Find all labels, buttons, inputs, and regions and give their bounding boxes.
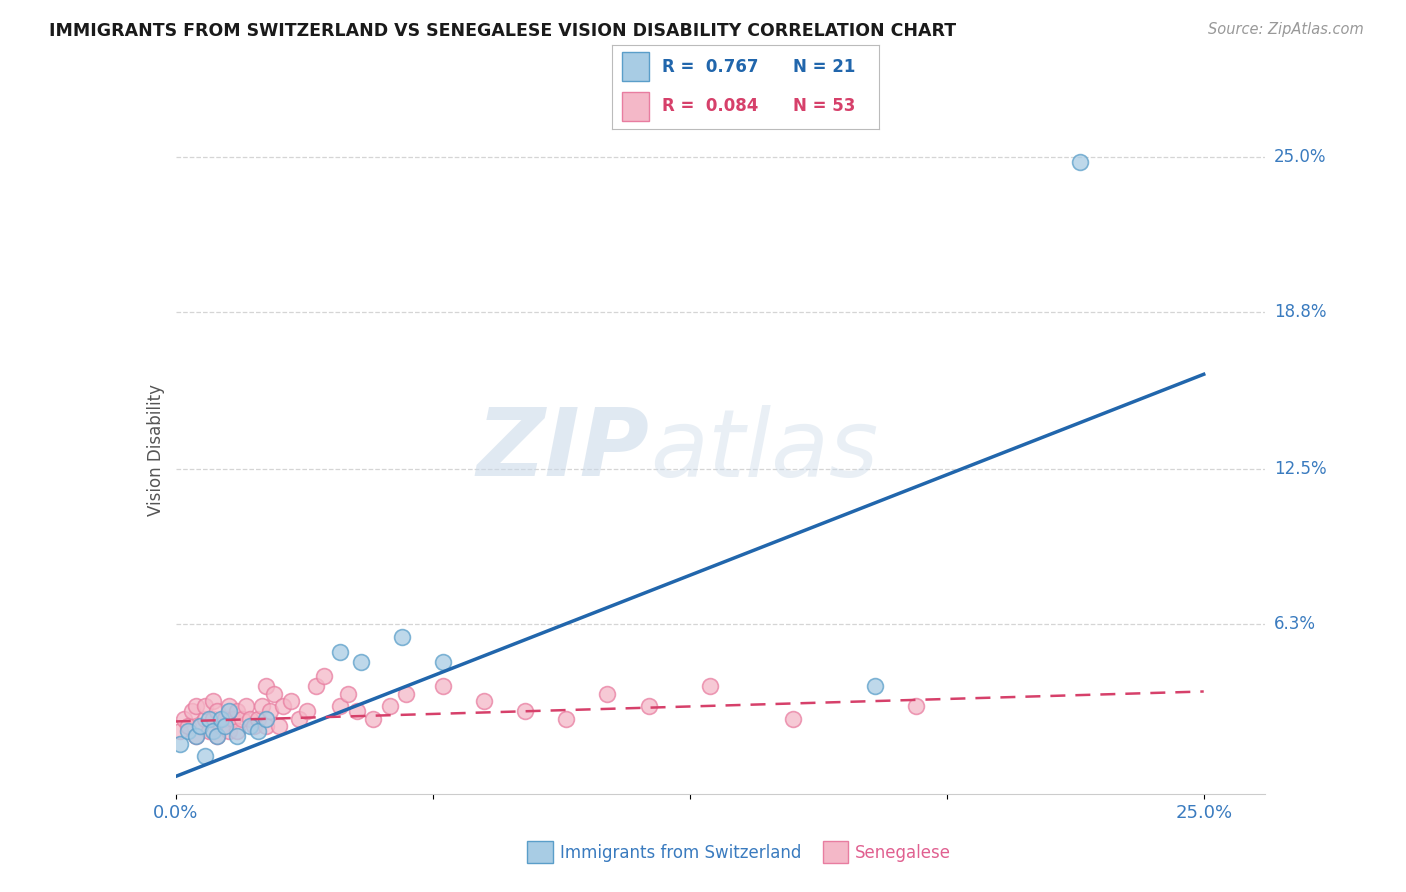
- Point: [271, 699, 294, 714]
- Point: [214, 712, 236, 726]
- Point: [350, 655, 373, 669]
- Point: [197, 724, 219, 739]
- Point: [297, 705, 319, 719]
- Text: N = 53: N = 53: [793, 97, 856, 115]
- Point: [280, 694, 302, 708]
- Bar: [623, 53, 650, 81]
- Point: [239, 719, 262, 733]
- Point: [246, 712, 269, 726]
- Bar: [623, 92, 650, 120]
- Text: R =  0.767: R = 0.767: [662, 58, 759, 76]
- Point: [190, 719, 212, 733]
- Point: [209, 712, 232, 726]
- Point: [205, 730, 228, 744]
- Point: [239, 712, 262, 726]
- Point: [246, 724, 269, 739]
- Point: [395, 687, 418, 701]
- Point: [378, 699, 401, 714]
- Point: [201, 712, 224, 726]
- Point: [267, 719, 290, 733]
- Point: [218, 699, 240, 714]
- Point: [312, 669, 335, 683]
- Point: [205, 730, 228, 744]
- Text: 25.0%: 25.0%: [1274, 148, 1326, 166]
- Point: [259, 705, 281, 719]
- Point: [391, 630, 413, 644]
- Point: [250, 699, 273, 714]
- Point: [209, 719, 232, 733]
- Point: [193, 749, 215, 764]
- Point: [173, 712, 195, 726]
- Point: [181, 705, 204, 719]
- Point: [235, 699, 257, 714]
- Point: [186, 730, 208, 744]
- Point: [226, 705, 249, 719]
- Text: 18.8%: 18.8%: [1274, 303, 1326, 321]
- Point: [177, 719, 200, 733]
- Point: [169, 737, 191, 751]
- Point: [169, 724, 191, 739]
- Point: [472, 694, 495, 708]
- Point: [218, 705, 240, 719]
- Point: [177, 724, 200, 739]
- Y-axis label: Vision Disability: Vision Disability: [146, 384, 165, 516]
- Text: Senegalese: Senegalese: [855, 844, 950, 862]
- Point: [863, 680, 886, 694]
- Point: [432, 655, 454, 669]
- Point: [193, 699, 215, 714]
- Point: [1069, 155, 1091, 169]
- Point: [432, 680, 454, 694]
- Point: [205, 705, 228, 719]
- Text: N = 21: N = 21: [793, 58, 856, 76]
- Point: [186, 699, 208, 714]
- Point: [226, 724, 249, 739]
- Point: [361, 712, 384, 726]
- Point: [243, 719, 266, 733]
- Point: [637, 699, 659, 714]
- Point: [782, 712, 804, 726]
- Text: Immigrants from Switzerland: Immigrants from Switzerland: [560, 844, 801, 862]
- Point: [515, 705, 537, 719]
- Point: [288, 712, 311, 726]
- Text: IMMIGRANTS FROM SWITZERLAND VS SENEGALESE VISION DISABILITY CORRELATION CHART: IMMIGRANTS FROM SWITZERLAND VS SENEGALES…: [49, 22, 956, 40]
- Text: R =  0.084: R = 0.084: [662, 97, 759, 115]
- Point: [201, 724, 224, 739]
- Point: [346, 705, 368, 719]
- Point: [218, 724, 240, 739]
- Point: [190, 719, 212, 733]
- Text: atlas: atlas: [650, 405, 877, 496]
- Text: ZIP: ZIP: [477, 404, 650, 497]
- Point: [304, 680, 326, 694]
- Point: [329, 699, 352, 714]
- Point: [699, 680, 721, 694]
- Point: [231, 712, 253, 726]
- Point: [214, 719, 236, 733]
- Point: [555, 712, 578, 726]
- Point: [201, 694, 224, 708]
- Point: [337, 687, 360, 701]
- Point: [904, 699, 927, 714]
- Point: [226, 730, 249, 744]
- Point: [254, 719, 277, 733]
- Point: [186, 730, 208, 744]
- Point: [193, 712, 215, 726]
- Text: Source: ZipAtlas.com: Source: ZipAtlas.com: [1208, 22, 1364, 37]
- Text: 6.3%: 6.3%: [1274, 615, 1316, 633]
- Point: [263, 687, 285, 701]
- Point: [329, 644, 352, 658]
- Point: [197, 712, 219, 726]
- Point: [596, 687, 619, 701]
- Text: 12.5%: 12.5%: [1274, 460, 1326, 478]
- Point: [254, 680, 277, 694]
- Point: [254, 712, 277, 726]
- Point: [222, 712, 245, 726]
